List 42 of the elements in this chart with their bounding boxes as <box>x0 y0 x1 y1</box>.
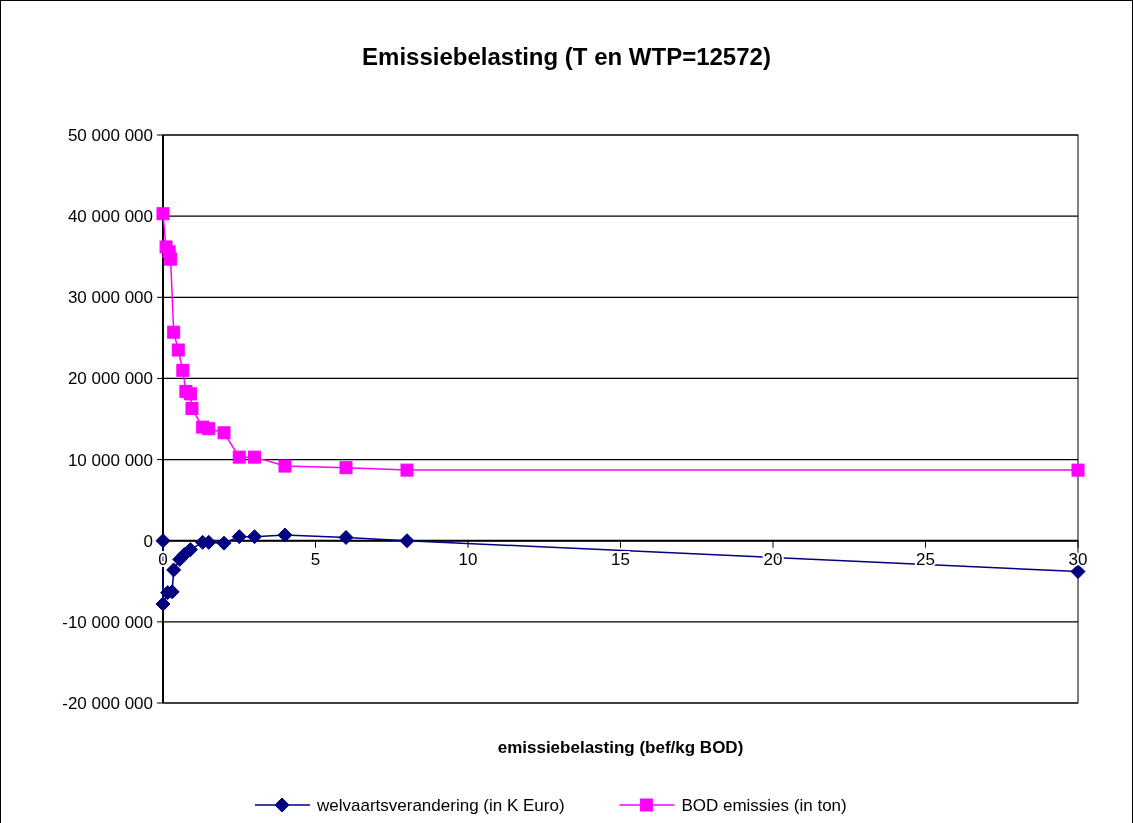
point <box>248 450 261 464</box>
point <box>232 450 246 464</box>
legend-label: BOD emissies (in ton) <box>681 796 847 815</box>
point <box>183 387 197 401</box>
point <box>231 529 247 545</box>
point <box>400 463 414 477</box>
point <box>399 533 415 549</box>
y-tick-label: 40 000 000 <box>67 207 153 227</box>
chart-title: Emissiebelasting (T en WTP=12572) <box>362 43 771 70</box>
point <box>216 535 232 551</box>
point <box>217 426 231 440</box>
y-tick-label: -10 000 000 <box>62 612 153 632</box>
point <box>155 533 171 549</box>
point <box>277 527 293 543</box>
y-tick-label: 50 000 000 <box>67 126 153 145</box>
y-tick-label: 0 <box>143 531 153 551</box>
point <box>166 562 182 578</box>
x-tick-label: 25 <box>916 549 935 569</box>
point <box>1070 564 1086 580</box>
point <box>339 461 353 475</box>
point <box>164 252 178 266</box>
point <box>338 529 354 545</box>
point <box>171 343 185 357</box>
point <box>185 401 199 415</box>
point <box>1071 463 1085 477</box>
point <box>247 529 262 545</box>
point <box>202 422 216 436</box>
x-tick-label: 10 <box>458 549 478 569</box>
x-tick-label: 30 <box>1068 549 1088 569</box>
point <box>156 207 170 221</box>
legend-label: welvaartsverandering (in K Euro) <box>316 796 565 815</box>
point <box>176 363 190 377</box>
x-tick-label: 15 <box>611 549 630 569</box>
y-tick-label: -20 000 000 <box>62 694 153 713</box>
y-tick-label: 10 000 000 <box>67 450 153 470</box>
point <box>278 459 292 473</box>
point <box>155 596 171 612</box>
x-axis-title: emissiebelasting (bef/kg BOD) <box>497 738 744 757</box>
y-tick-label: 20 000 000 <box>67 369 153 389</box>
y-tick-label: 30 000 000 <box>67 288 153 308</box>
x-tick-label: 5 <box>310 549 321 569</box>
point <box>167 325 181 339</box>
